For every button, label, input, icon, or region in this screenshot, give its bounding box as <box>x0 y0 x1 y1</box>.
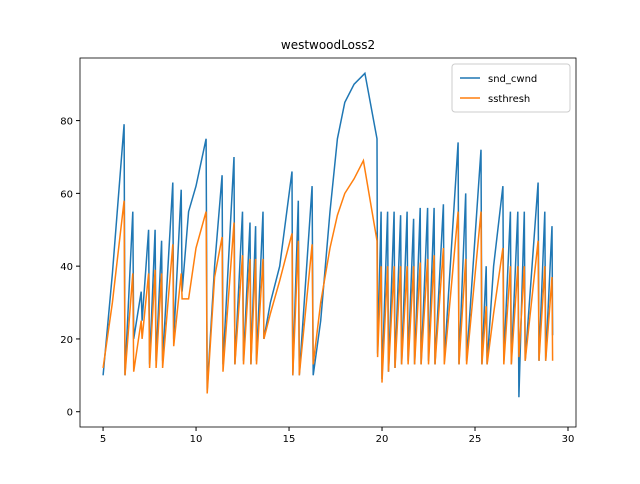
y-tick-label: 80 <box>60 117 73 128</box>
y-tick-label: 0 <box>67 408 73 419</box>
x-tick-label: 15 <box>283 434 296 445</box>
legend-box <box>451 63 571 113</box>
x-tick-label: 30 <box>562 434 575 445</box>
x-tick-label: 10 <box>190 434 203 445</box>
series-line <box>102 71 554 398</box>
legend-label: snd_cwnd <box>488 74 537 85</box>
x-tick-label: 25 <box>469 434 482 445</box>
chart-title: westwoodLoss2 <box>281 38 375 52</box>
plot-frame <box>79 57 577 428</box>
series-line <box>102 158 554 394</box>
legend-label: ssthresh <box>488 94 530 105</box>
y-tick-label: 60 <box>60 189 73 200</box>
x-tick-label: 20 <box>376 434 389 445</box>
y-tick-label: 40 <box>60 262 73 273</box>
y-tick-label: 20 <box>60 335 73 346</box>
x-tick-label: 5 <box>100 434 106 445</box>
